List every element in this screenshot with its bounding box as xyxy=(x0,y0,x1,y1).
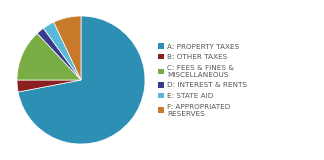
Wedge shape xyxy=(17,80,81,92)
Wedge shape xyxy=(17,33,81,80)
Wedge shape xyxy=(54,16,81,80)
Wedge shape xyxy=(37,28,81,80)
Wedge shape xyxy=(18,16,145,144)
Wedge shape xyxy=(43,22,81,80)
Legend: A: PROPERTY TAXES, B: OTHER TAXES, C: FEES & FINES &
MISCELLANEOUS, D: INTEREST : A: PROPERTY TAXES, B: OTHER TAXES, C: FE… xyxy=(157,43,248,117)
